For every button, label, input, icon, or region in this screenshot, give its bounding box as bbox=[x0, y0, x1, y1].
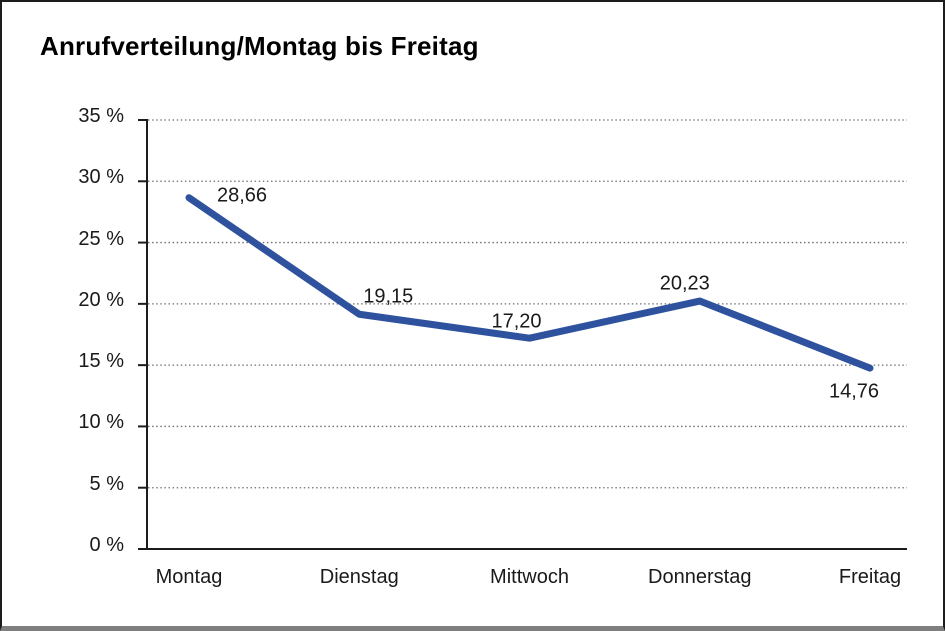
axes bbox=[138, 119, 907, 550]
y-tick-label: 5 % bbox=[89, 472, 124, 495]
y-tick-label: 10 % bbox=[78, 411, 124, 434]
data-point-label: 19,15 bbox=[363, 285, 414, 308]
x-axis-label-freitag: Freitag bbox=[838, 566, 902, 588]
x-axis-label-dienstag: Dienstag bbox=[319, 566, 399, 588]
chart-title: Anrufverteilung/Montag bis Freitag bbox=[40, 31, 479, 61]
y-tick-label: 20 % bbox=[78, 288, 124, 311]
y-tick-label: 30 % bbox=[78, 166, 124, 189]
data-point-label: 14,76 bbox=[828, 380, 880, 403]
data-point-label: 20,23 bbox=[659, 272, 710, 295]
y-tick-label: 35 % bbox=[78, 105, 124, 127]
y-tick-label: 15 % bbox=[78, 350, 124, 373]
data-point-label: 28,66 bbox=[216, 184, 268, 207]
x-axis-label-mittwoch: Mittwoch bbox=[490, 566, 569, 588]
gridlines bbox=[148, 119, 907, 489]
data-point-label: 17,20 bbox=[491, 310, 542, 333]
x-axis-label-montag: Montag bbox=[155, 566, 223, 588]
y-tick-label: 25 % bbox=[78, 227, 124, 250]
x-axis-label-donnerstag: Donnerstag bbox=[648, 566, 752, 588]
y-tick-label: 0 % bbox=[89, 534, 124, 556]
data-series-line bbox=[185, 194, 874, 372]
